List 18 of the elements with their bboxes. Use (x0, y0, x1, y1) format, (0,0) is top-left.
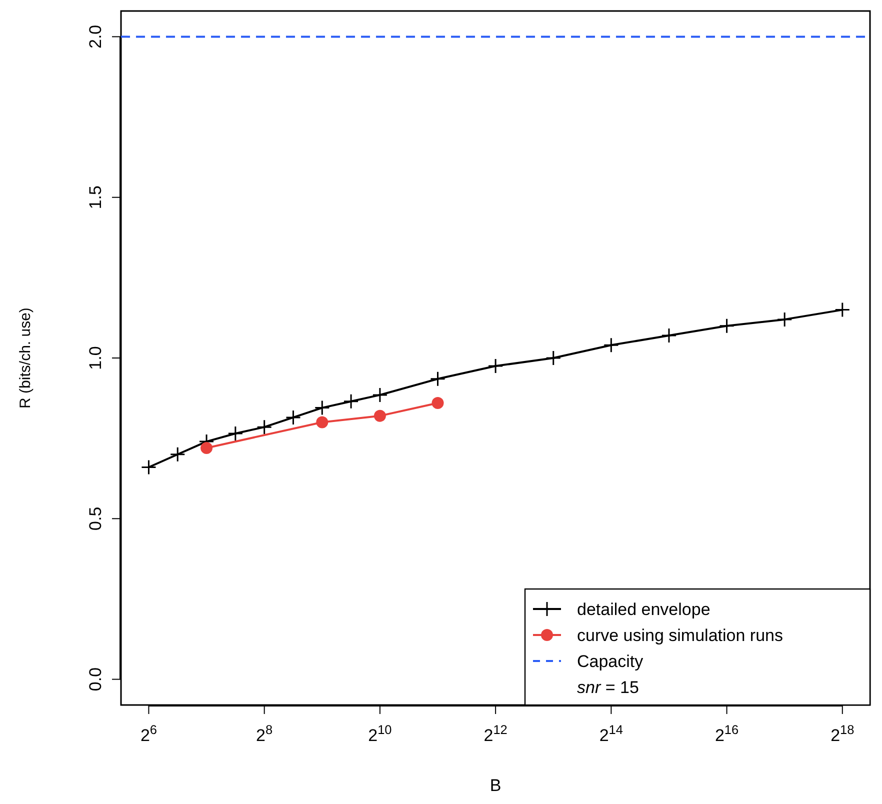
y-tick-label: 0.0 (86, 667, 105, 692)
x-tick-label: 2$^{8}$ (256, 722, 273, 745)
y-tick-label: 1.5 (86, 186, 105, 210)
legend-label: Capacity (577, 652, 644, 671)
x-tick-label: 2$^{6}$ (140, 722, 158, 745)
annotation: snr = 15 (577, 678, 639, 697)
x-tick-label: 2$^{10}$ (368, 722, 392, 745)
x-tick-label: 2$^{14}$ (599, 722, 623, 745)
x-tick-label: 2$^{18}$ (830, 722, 854, 745)
legend-label: detailed envelope (577, 600, 710, 619)
y-tick-label: 2.0 (86, 24, 105, 49)
y-axis-title: R (bits/ch. use) (17, 308, 34, 408)
y-tick-label: 1.0 (86, 346, 105, 370)
x-tick-label: 2$^{16}$ (714, 722, 739, 745)
legend-label: curve using simulation runs (577, 626, 783, 645)
x-tick-label: 2$^{12}$ (484, 722, 508, 745)
y-tick-label: 0.5 (86, 506, 105, 530)
x-axis-title: B (490, 776, 502, 795)
